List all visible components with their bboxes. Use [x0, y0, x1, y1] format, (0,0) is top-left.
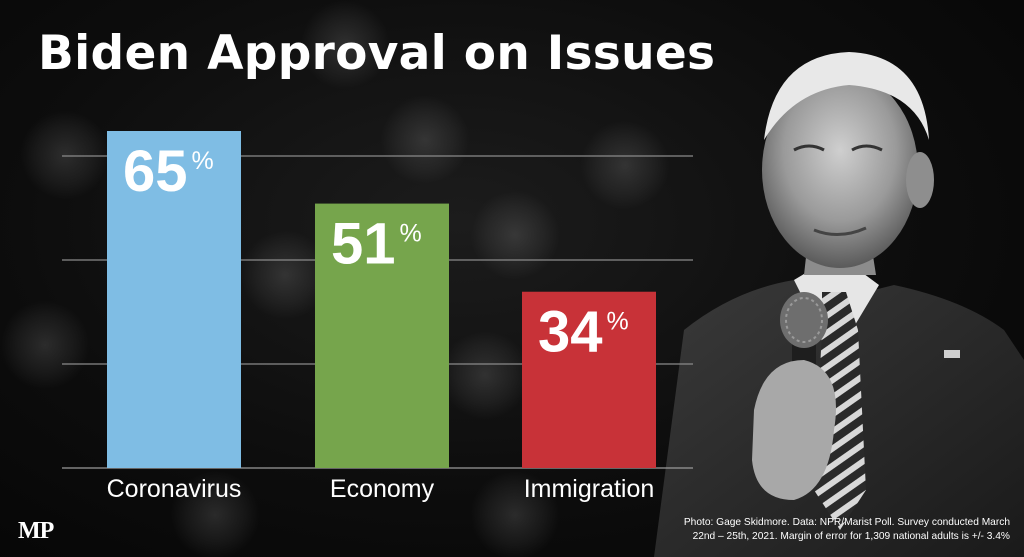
- portrait-photo: [654, 52, 1024, 557]
- bokeh-star: [0, 300, 90, 390]
- chart-labels: 65 % Coronavirus 51 % Economy 34 % Immigration: [107, 139, 655, 503]
- bokeh-star: [20, 110, 110, 200]
- chart-title: Biden Approval on Issues: [38, 26, 716, 81]
- bokeh-star: [470, 470, 560, 557]
- bokeh-star: [300, 0, 390, 90]
- data-label-coronavirus: 65%: [123, 139, 214, 204]
- data-label-immigration: 34%: [538, 300, 629, 365]
- mp-logo: MP: [18, 518, 54, 544]
- bar-immigration: [522, 291, 656, 468]
- photo-data-credit: Photo: Gage Skidmore. Data: NPR/Marist P…: [650, 516, 1010, 544]
- category-label-economy: Economy: [330, 475, 435, 503]
- bokeh-star: [580, 120, 670, 210]
- credit-line-2: 22nd – 25th, 2021. Margin of error for 1…: [692, 531, 1010, 542]
- bar-coronavirus: [107, 131, 241, 468]
- bar-economy: [315, 203, 449, 469]
- bokeh-star: [440, 330, 530, 420]
- bokeh-star: [170, 470, 260, 557]
- bokeh-star: [380, 95, 470, 185]
- category-label-immigration: Immigration: [524, 475, 655, 503]
- bokeh-star: [470, 190, 560, 280]
- credit-line-1: Photo: Gage Skidmore. Data: NPR/Marist P…: [683, 517, 1010, 528]
- data-label-economy: 51%: [331, 212, 422, 277]
- chart-bars: [107, 131, 656, 469]
- category-label-coronavirus: Coronavirus: [107, 475, 242, 503]
